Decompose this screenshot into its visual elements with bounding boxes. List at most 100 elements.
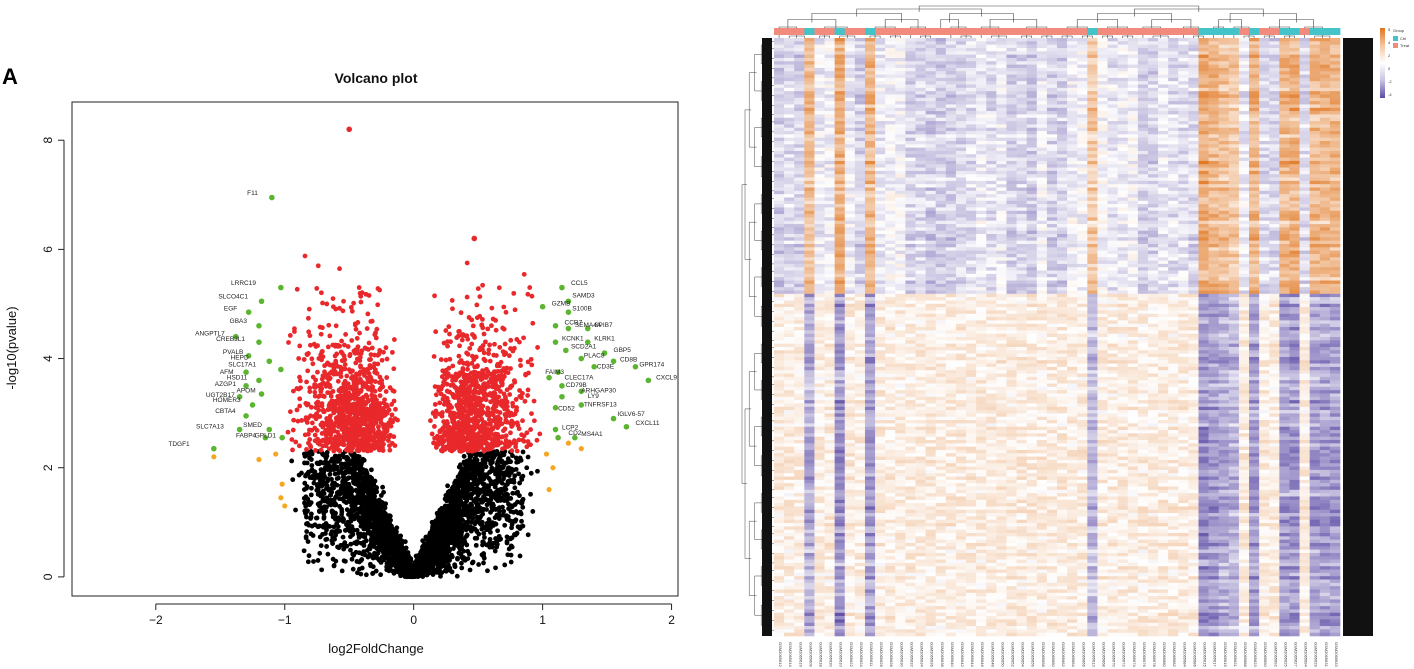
point-not-significant <box>365 554 371 560</box>
point-significant <box>312 393 318 399</box>
point-not-significant <box>439 506 445 511</box>
point-not-significant <box>385 560 391 565</box>
point-significant <box>528 442 533 448</box>
point-not-significant <box>305 539 311 545</box>
point-significant <box>483 375 489 380</box>
point-significant <box>467 345 473 351</box>
point-not-significant <box>321 480 327 486</box>
point-significant <box>347 397 353 402</box>
point-not-significant <box>457 498 463 504</box>
point-significant <box>369 345 375 351</box>
point-not-significant <box>359 557 365 562</box>
point-not-significant <box>502 562 508 568</box>
point-significant <box>380 448 386 453</box>
point-significant <box>487 358 493 364</box>
point-not-significant <box>351 516 357 522</box>
point-significant <box>321 409 327 415</box>
point-significant <box>441 340 447 346</box>
point-not-significant <box>351 451 357 457</box>
point-not-significant <box>473 519 479 524</box>
point-significant <box>458 379 464 385</box>
point-not-significant <box>471 479 477 485</box>
point-not-significant <box>331 524 337 530</box>
point-significant <box>488 376 494 382</box>
point-significant <box>333 415 339 421</box>
point-significant <box>327 413 333 419</box>
point-significant <box>447 447 453 453</box>
point-not-significant <box>342 494 347 500</box>
point-not-significant <box>429 527 435 533</box>
point-significant <box>509 448 515 454</box>
point-not-significant <box>321 514 327 520</box>
point-not-significant <box>467 454 473 460</box>
point-not-significant <box>343 500 349 506</box>
point-not-significant <box>488 468 494 474</box>
point-significant <box>374 400 380 406</box>
point-significant <box>444 395 450 401</box>
point-significant <box>531 398 537 404</box>
point-not-significant <box>459 483 465 489</box>
point-significant <box>294 407 300 413</box>
point-significant <box>486 379 492 385</box>
point-not-significant <box>374 555 380 561</box>
point-not-significant <box>513 532 518 538</box>
point-not-significant <box>504 534 510 540</box>
point-not-significant <box>516 459 521 465</box>
point-not-significant <box>358 571 364 577</box>
point-not-significant <box>481 560 486 566</box>
point-significant <box>387 385 393 391</box>
point-significant <box>493 327 499 333</box>
point-not-significant <box>488 509 493 515</box>
point-significant <box>508 366 513 371</box>
point-not-significant <box>314 460 320 466</box>
point-not-significant <box>472 474 478 480</box>
point-not-significant <box>349 489 354 495</box>
point-significant <box>530 320 536 326</box>
point-not-significant <box>324 483 330 488</box>
point-not-significant <box>306 553 312 559</box>
point-not-significant <box>416 563 421 569</box>
point-not-significant <box>484 523 489 529</box>
point-significant <box>312 389 318 395</box>
point-significant <box>385 438 391 444</box>
point-not-significant <box>334 529 340 535</box>
point-significant <box>364 326 370 331</box>
point-significant <box>479 416 485 422</box>
point-significant <box>315 440 321 446</box>
point-significant <box>440 368 446 374</box>
point-not-significant <box>466 515 472 521</box>
point-not-significant <box>363 517 369 523</box>
point-significant <box>384 404 390 410</box>
point-not-significant <box>460 517 465 523</box>
point-not-significant <box>515 489 520 495</box>
point-significant <box>336 424 341 429</box>
point-not-significant <box>331 563 337 568</box>
point-not-significant <box>403 559 409 565</box>
point-significant <box>518 363 523 368</box>
point-significant <box>445 424 451 430</box>
point-significant <box>493 353 499 358</box>
point-not-significant <box>443 555 449 561</box>
point-significant <box>525 387 531 393</box>
point-significant <box>365 398 371 404</box>
point-not-significant <box>501 498 507 503</box>
point-significant <box>290 388 296 394</box>
point-significant <box>324 301 330 307</box>
point-significant <box>514 448 520 454</box>
point-not-significant <box>335 470 341 476</box>
point-significant <box>309 356 315 362</box>
point-not-significant <box>451 505 457 511</box>
point-not-significant <box>483 496 489 502</box>
point-significant <box>433 329 439 335</box>
point-not-significant <box>446 526 452 532</box>
point-not-significant <box>452 563 458 569</box>
point-significant <box>353 326 359 332</box>
point-significant <box>389 412 395 418</box>
point-not-significant <box>487 488 493 494</box>
point-not-significant <box>415 569 421 575</box>
point-significant <box>371 421 377 427</box>
point-significant <box>347 352 353 357</box>
point-not-significant <box>419 557 425 563</box>
point-significant <box>436 388 442 393</box>
point-significant <box>522 398 528 404</box>
